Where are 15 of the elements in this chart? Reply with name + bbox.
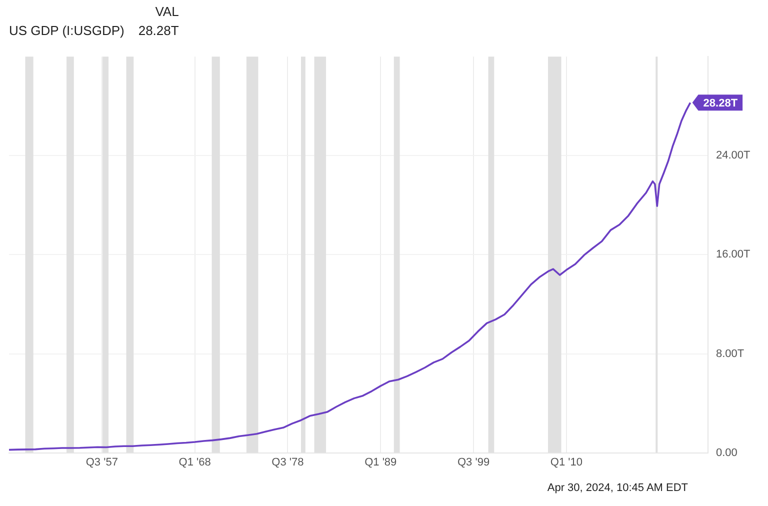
y-tick-label: 16.00T xyxy=(716,248,751,261)
x-tick-label: Q3 '99 xyxy=(457,456,490,468)
y-tick-label: 0.00 xyxy=(716,446,738,459)
x-tick-label: Q3 '57 xyxy=(86,456,118,468)
data-label: 28.28T xyxy=(703,98,738,110)
x-tick-label: Q1 '89 xyxy=(364,456,397,468)
text: US GDP (I:USGDP) xyxy=(9,23,124,38)
x-tick-label: Q3 '78 xyxy=(272,456,304,468)
y-tick-label: 8.00T xyxy=(716,348,744,360)
legend-title: VAL xyxy=(154,4,179,19)
y-tick-label: 24.00T xyxy=(716,150,751,162)
text: Apr 30, 2024, 10:45 AM EDT xyxy=(547,482,688,494)
text: 28.28T xyxy=(138,23,179,38)
x-tick-label: Q1 '68 xyxy=(178,456,211,468)
x-tick-label: Q1 '10 xyxy=(550,456,582,468)
